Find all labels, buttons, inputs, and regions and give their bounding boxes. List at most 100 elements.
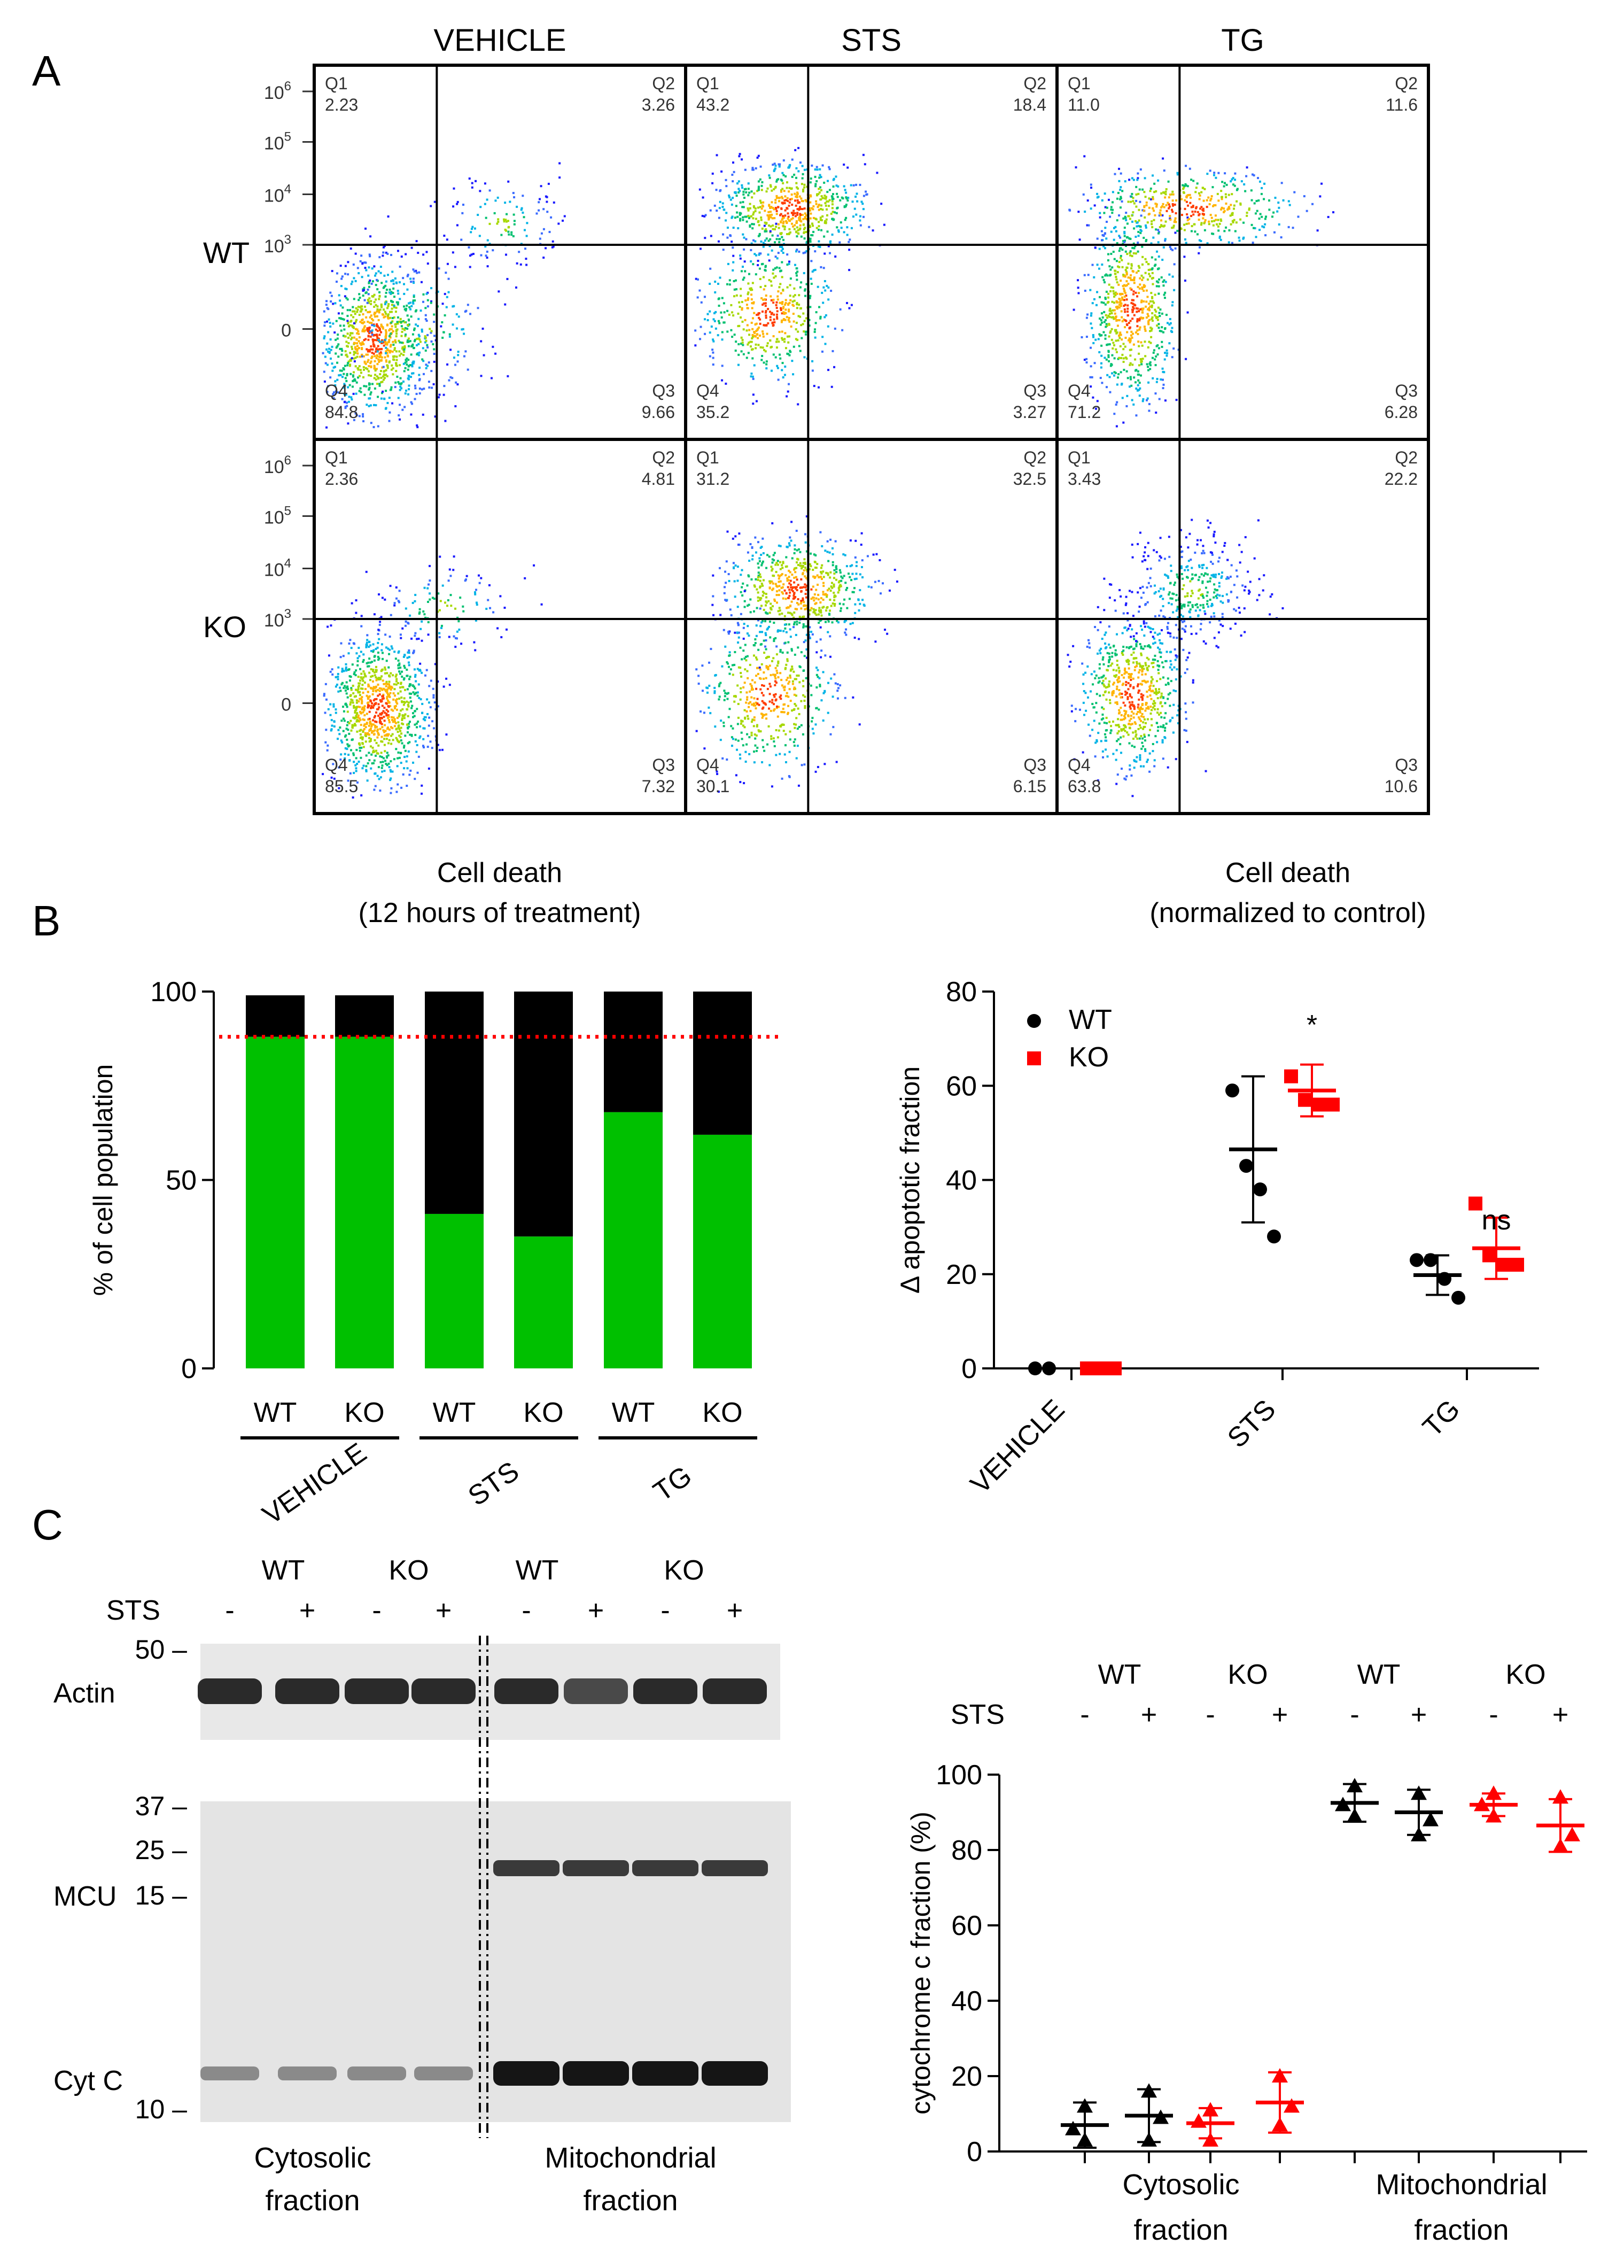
flow-event-dot [494, 352, 497, 355]
flow-event-dot [759, 334, 762, 337]
flow-event-dot [1126, 304, 1129, 307]
flow-event-dot [774, 201, 777, 204]
flow-event-dot [364, 732, 367, 734]
flow-event-dot [422, 373, 425, 375]
flow-event-dot [410, 707, 413, 709]
flow-event-dot [362, 289, 364, 292]
flow-event-dot [1164, 196, 1167, 199]
flow-event-dot [381, 726, 384, 729]
flow-event-dot [1153, 210, 1155, 212]
flow-event-dot [722, 302, 725, 305]
flow-event-dot [400, 696, 403, 699]
flow-event-dot [874, 580, 876, 583]
flow-event-dot [1138, 345, 1140, 347]
flow-event-dot [821, 291, 823, 294]
flow-event-dot [1159, 330, 1161, 332]
flow-event-dot [390, 792, 392, 794]
flow-event-dot [864, 163, 866, 166]
flow-event-dot [1130, 263, 1133, 266]
flow-event-dot [1157, 306, 1160, 309]
flow-event-dot [505, 628, 508, 631]
flow-event-dot [1112, 287, 1115, 289]
flow-event-dot [709, 331, 711, 334]
flow-event-dot [513, 220, 516, 222]
flow-event-dot [356, 367, 359, 369]
flow-event-dot [380, 717, 383, 719]
flow-event-dot [781, 276, 783, 278]
flow-event-dot [443, 234, 446, 237]
flow-event-dot [359, 733, 362, 736]
flow-event-dot [425, 669, 428, 671]
flow-event-dot [819, 174, 821, 176]
flow-event-dot [519, 263, 522, 266]
flow-event-dot [384, 311, 386, 313]
flow-event-dot [361, 343, 363, 345]
flow-event-dot [1152, 196, 1154, 198]
flow-event-dot [396, 765, 399, 768]
flow-event-dot [725, 382, 727, 385]
flow-event-dot [383, 398, 386, 400]
flow-event-dot [758, 224, 760, 227]
flow-event-dot [1148, 319, 1151, 321]
flow-event-dot [742, 233, 744, 236]
flow-event-dot [349, 694, 352, 696]
flow-event-dot [462, 605, 464, 608]
flow-event-dot [375, 647, 377, 650]
flow-event-dot [341, 350, 344, 352]
flow-event-dot [790, 222, 793, 225]
flow-event-dot [801, 200, 803, 203]
flow-event-dot [364, 305, 367, 308]
flow-event-dot [397, 659, 400, 662]
flow-event-dot [400, 387, 403, 390]
flow-event-dot [345, 663, 347, 665]
flow-event-dot [759, 285, 762, 288]
flow-event-dot [748, 560, 751, 562]
flow-event-dot [808, 319, 811, 321]
flow-event-dot [431, 597, 434, 599]
flow-event-dot [390, 777, 392, 780]
flow-event-dot [841, 329, 844, 331]
flow-event-dot [752, 610, 755, 613]
flow-event-dot [781, 337, 783, 339]
flow-event-dot [373, 788, 376, 791]
flow-event-dot [778, 286, 781, 289]
flow-event-dot [418, 612, 421, 615]
flow-event-dot [431, 386, 433, 389]
flow-event-dot [407, 705, 410, 708]
flow-event-dot [780, 292, 782, 295]
flow-event-dot [1109, 215, 1112, 218]
flow-event-dot [804, 333, 807, 336]
flow-event-dot [1218, 235, 1221, 238]
flow-event-dot [775, 207, 778, 210]
flow-event-dot [711, 172, 714, 175]
flow-event-dot [832, 211, 834, 213]
flow-event-dot [413, 270, 416, 273]
flow-event-dot [1123, 296, 1126, 298]
flow-event-dot [772, 324, 774, 327]
flow-event-dot [378, 693, 381, 696]
flow-event-dot [406, 314, 409, 317]
flow-event-dot [1119, 345, 1122, 347]
flow-event-dot [332, 703, 335, 706]
flow-event-dot [1100, 319, 1102, 322]
flow-event-dot [438, 749, 441, 752]
flow-event-dot [368, 281, 370, 283]
flow-event-dot [363, 325, 366, 328]
flow-event-dot [410, 692, 413, 695]
flow-event-dot [343, 373, 345, 375]
flow-event-dot [1114, 330, 1117, 332]
flow-event-dot [849, 539, 852, 542]
flow-event-dot [1147, 308, 1149, 311]
flow-event-dot [344, 753, 346, 755]
flow-event-dot [356, 763, 359, 765]
flow-event-dot [721, 379, 724, 382]
flow-event-dot [788, 262, 790, 265]
flow-event-dot [424, 314, 427, 316]
flow-event-dot [761, 310, 764, 313]
flow-event-dot [752, 211, 755, 214]
flow-event-dot [1137, 250, 1139, 253]
flow-event-dot [851, 564, 853, 567]
flow-event-dot [800, 590, 803, 593]
flow-event-dot [882, 582, 884, 585]
flow-event-dot [822, 301, 825, 304]
